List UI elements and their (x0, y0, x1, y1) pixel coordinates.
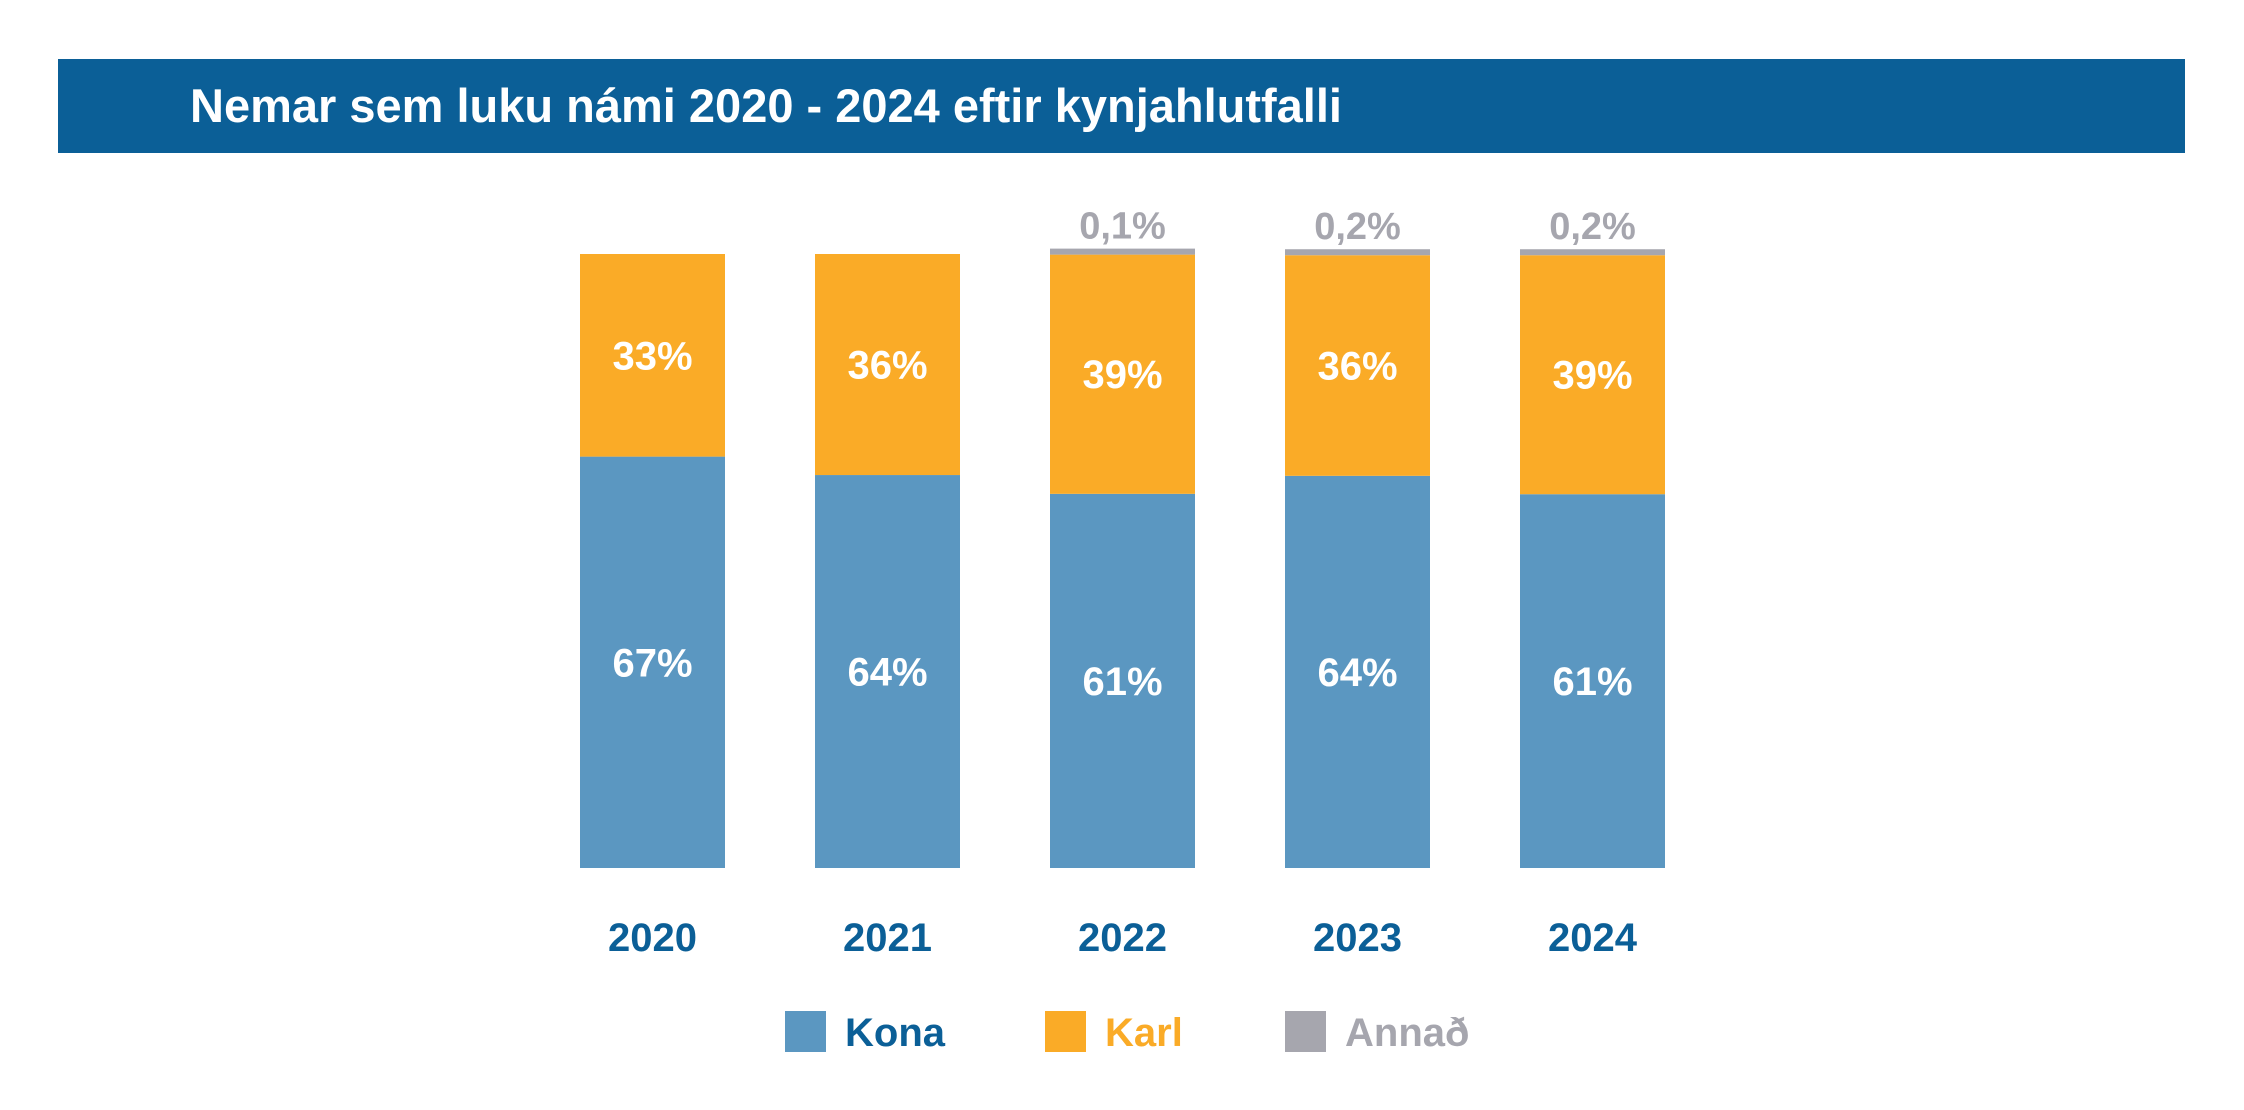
bars-group: 67% 33% 2020 64% 36% 2021 61% 39% 0,1% 2022 64% 36%… (580, 206, 1665, 960)
bar-segment-karl-2022 (1050, 254, 1195, 494)
data-label-anna-2024: 0,2% (1549, 206, 1636, 248)
data-label-anna-2023: 0,2% (1314, 206, 1401, 248)
bar-segment-anna-2023 (1285, 249, 1430, 256)
x-tick-label-2022: 2022 (1078, 916, 1167, 960)
bar-segment-karl-2020 (580, 254, 725, 457)
legend-swatch-kona (785, 1011, 826, 1052)
data-label-karl-2021: 36% (847, 344, 927, 388)
x-tick-label-2023: 2023 (1313, 916, 1402, 960)
legend: Kona Karl Annað (785, 1011, 1469, 1055)
bar-segment-karl-2024 (1520, 255, 1665, 495)
x-tick-label-2024: 2024 (1548, 916, 1638, 960)
legend-label-kona: Kona (845, 1011, 946, 1055)
data-label-kona-2024: 61% (1552, 660, 1632, 704)
data-label-anna-2022: 0,1% (1079, 206, 1166, 248)
legend-swatch-karl (1045, 1011, 1086, 1052)
data-label-karl-2023: 36% (1317, 345, 1397, 389)
bar-segment-kona-2023 (1285, 475, 1430, 868)
bar-segment-karl-2021 (815, 254, 960, 476)
data-label-karl-2022: 39% (1082, 353, 1162, 397)
data-label-karl-2024: 39% (1552, 354, 1632, 398)
data-label-kona-2022: 61% (1082, 660, 1162, 704)
legend-swatch-anna (1285, 1011, 1326, 1052)
bar-segment-kona-2020 (580, 456, 725, 868)
bar-segment-anna-2022 (1050, 248, 1195, 255)
data-label-kona-2023: 64% (1317, 651, 1397, 695)
title-bar: Nemar sem luku námi 2020 - 2024 eftir ky… (58, 59, 2185, 153)
data-label-kona-2020: 67% (612, 641, 692, 685)
x-tick-label-2021: 2021 (843, 916, 932, 960)
bar-segment-anna-2024 (1520, 249, 1665, 256)
bar-segment-karl-2023 (1285, 255, 1430, 476)
legend-label-karl: Karl (1105, 1011, 1183, 1055)
bar-segment-kona-2022 (1050, 493, 1195, 868)
chart-title: Nemar sem luku námi 2020 - 2024 eftir ky… (190, 79, 1342, 132)
data-label-karl-2020: 33% (612, 334, 692, 378)
bar-segment-kona-2024 (1520, 494, 1665, 868)
x-tick-label-2020: 2020 (608, 916, 697, 960)
legend-label-anna: Annað (1345, 1011, 1469, 1055)
data-label-kona-2021: 64% (847, 651, 927, 695)
bar-segment-kona-2021 (815, 475, 960, 868)
